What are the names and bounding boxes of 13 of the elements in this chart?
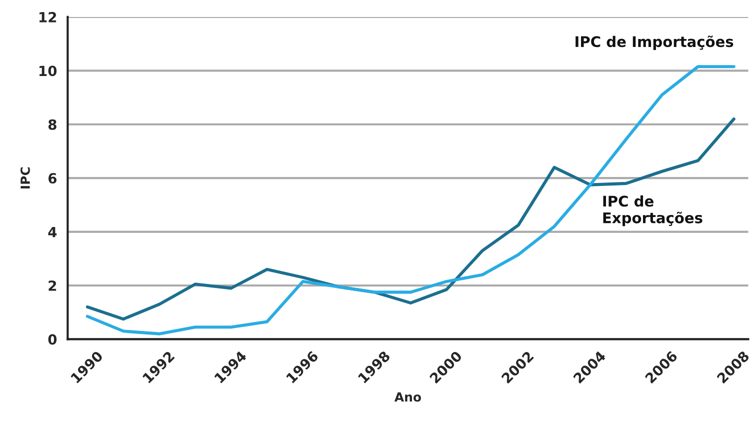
line-series [86, 65, 736, 336]
y-tick-label: 10 [40, 66, 57, 76]
y-tick-label: 8 [48, 119, 56, 130]
x-axis-title: Ano [394, 392, 422, 402]
y-tick-label: 6 [48, 173, 57, 184]
y-axis-title: IPC [20, 167, 30, 188]
y-tick-label: 12 [40, 12, 56, 22]
y-tick-label: 4 [48, 226, 57, 238]
y-tick-label: 2 [48, 280, 56, 291]
line-series [86, 117, 736, 321]
series-label: IPC de Exportações [603, 195, 702, 226]
y-tick-label: 0 [48, 334, 57, 345]
series-label: IPC de Importações [576, 36, 734, 50]
